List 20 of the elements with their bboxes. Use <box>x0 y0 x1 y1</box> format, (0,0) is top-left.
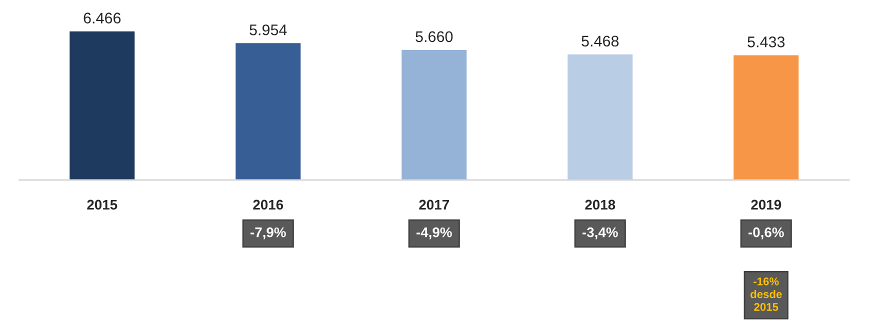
x-tick-label: 2015 <box>87 200 118 210</box>
bar <box>234 42 302 180</box>
x-tick-label: 2019 <box>751 200 782 210</box>
x-tick-label: 2018 <box>585 200 616 210</box>
x-tick-label: 2017 <box>419 200 449 210</box>
data-label: 6.466 <box>84 12 121 24</box>
text: -0,6% <box>748 227 784 240</box>
text: -4,9% <box>416 227 452 240</box>
data-label: 5.433 <box>748 36 785 48</box>
bar <box>68 30 136 180</box>
text: -7,9% <box>250 227 286 240</box>
data-label: 5.954 <box>250 24 287 36</box>
data-label: 5.468 <box>582 36 619 47</box>
text: -3,4% <box>582 227 618 240</box>
bar <box>566 53 634 180</box>
bar <box>400 48 468 180</box>
data-label: 5.660 <box>416 31 453 42</box>
x-tick-label: 2016 <box>253 200 284 210</box>
text: -16% desde 2015 <box>750 278 782 311</box>
bar <box>732 54 800 180</box>
